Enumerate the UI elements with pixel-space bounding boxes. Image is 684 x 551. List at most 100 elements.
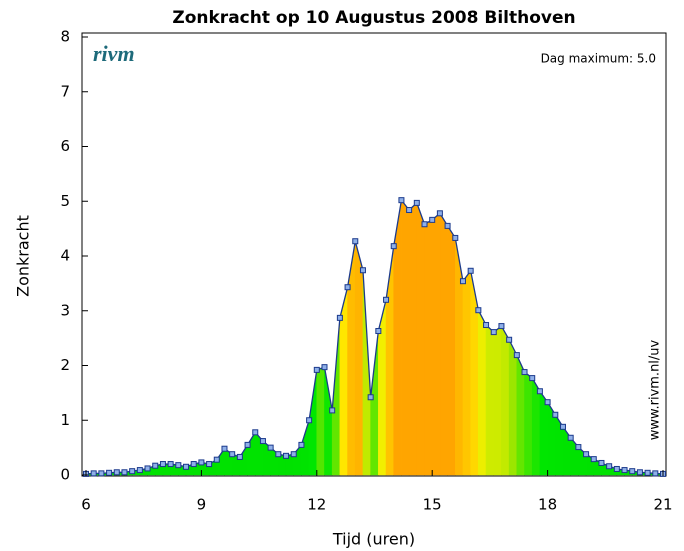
area-fill [447, 224, 456, 476]
y-tick-label: 2 [60, 356, 70, 374]
point [383, 296, 390, 303]
area-fill [524, 371, 533, 476]
area-fill [424, 219, 433, 476]
area-fill [493, 325, 502, 476]
point [406, 207, 413, 214]
point [575, 444, 582, 451]
point [559, 423, 566, 430]
x-tick-label: 12 [307, 496, 326, 514]
point [98, 470, 105, 477]
point [221, 445, 228, 452]
area-fill [439, 212, 448, 476]
x-tick-label: 9 [197, 496, 207, 514]
area-fill [478, 310, 487, 476]
area-fill [416, 202, 425, 476]
point [198, 459, 205, 466]
point [636, 469, 643, 476]
point [244, 441, 251, 448]
point [336, 314, 343, 321]
point [236, 453, 243, 460]
point [475, 307, 482, 314]
point [313, 366, 320, 373]
area-fill [401, 199, 410, 476]
point [259, 438, 266, 445]
point [598, 459, 605, 466]
point [344, 284, 351, 291]
point [629, 468, 636, 475]
line [85, 198, 664, 475]
point [206, 461, 213, 468]
point [167, 461, 174, 468]
point [398, 197, 405, 204]
point [521, 369, 528, 376]
point [159, 461, 166, 468]
point [213, 456, 220, 463]
y-tick-label: 4 [60, 247, 70, 265]
point [498, 323, 505, 330]
point [90, 470, 97, 477]
point [459, 278, 466, 285]
point [136, 467, 143, 474]
point [590, 456, 597, 463]
point [452, 234, 459, 241]
area-fill [501, 324, 510, 476]
x-tick-label: 6 [81, 496, 91, 514]
point [421, 221, 428, 228]
point [567, 434, 574, 441]
point [483, 321, 490, 328]
point [413, 199, 420, 206]
x-tick-label: 18 [538, 496, 557, 514]
point [283, 452, 290, 459]
point [429, 216, 436, 223]
point [352, 238, 359, 245]
point [490, 329, 497, 336]
point [121, 469, 128, 476]
chart-title: Zonkracht op 10 Augustus 2008 Bilthoven [172, 8, 575, 28]
point [267, 444, 274, 451]
point [190, 461, 197, 468]
point [321, 364, 328, 371]
point [152, 462, 159, 469]
point [613, 465, 620, 472]
y-tick-label: 3 [60, 301, 70, 319]
point [375, 328, 382, 335]
point [390, 243, 397, 250]
point [359, 267, 366, 274]
point [298, 441, 305, 448]
x-tick-label: 15 [423, 496, 442, 514]
point [544, 399, 551, 406]
point [306, 417, 313, 424]
point [436, 210, 443, 217]
point [652, 470, 659, 477]
point [290, 451, 297, 458]
x-axis-label: Tijd (uren) [332, 530, 415, 549]
point [252, 429, 259, 436]
y-tick-label: 1 [60, 411, 70, 429]
area-fill [316, 366, 325, 476]
area-fill [462, 269, 471, 476]
y-tick-label: 7 [60, 82, 70, 100]
y-axis-label: Zonkracht [14, 215, 33, 297]
area-fill [431, 212, 441, 476]
area-fill [354, 241, 364, 476]
point [606, 463, 613, 470]
point [229, 451, 236, 458]
point [367, 394, 374, 401]
area-fill [485, 324, 495, 476]
point [513, 352, 520, 359]
point [106, 469, 113, 476]
y-tick-label: 5 [60, 192, 70, 210]
point [583, 451, 590, 458]
point [536, 388, 543, 395]
point [467, 267, 474, 274]
point [144, 465, 151, 472]
y-tick-label: 6 [60, 137, 70, 155]
point [552, 411, 559, 418]
point [275, 451, 282, 458]
point [444, 222, 451, 229]
area-fill [508, 339, 518, 476]
point [506, 336, 513, 343]
point [644, 469, 651, 476]
y-tick-label: 0 [60, 466, 70, 484]
point [183, 463, 190, 470]
